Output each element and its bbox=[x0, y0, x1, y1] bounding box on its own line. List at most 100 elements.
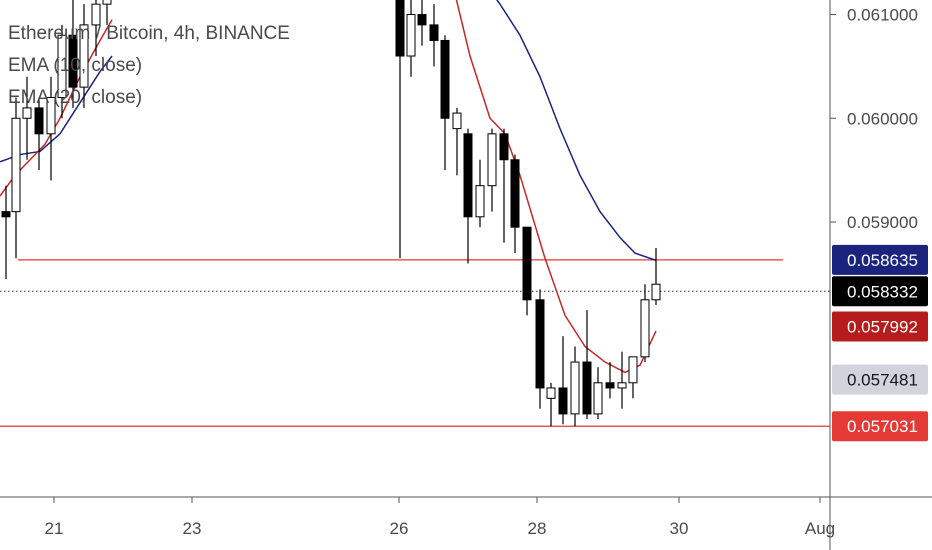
candle[interactable] bbox=[440, 35, 450, 171]
plot-area[interactable] bbox=[0, 0, 830, 427]
time-tick-label: 21 bbox=[45, 519, 64, 538]
candle[interactable] bbox=[57, 24, 67, 119]
candle[interactable] bbox=[593, 367, 603, 420]
ema-10-line bbox=[455, 0, 657, 374]
price-badge-bg bbox=[832, 244, 928, 275]
candle-body bbox=[440, 39, 450, 119]
chart-legend: Ethereum / Bitcoin, 4h, BINANCE EMA (10,… bbox=[8, 18, 290, 114]
time-tick-label: Aug bbox=[805, 519, 835, 538]
candle[interactable] bbox=[11, 97, 21, 259]
price-badge-label: 0.057481 bbox=[847, 371, 918, 390]
candle[interactable] bbox=[22, 76, 32, 160]
candle-body bbox=[535, 299, 545, 389]
price-tick-label: 0.060000 bbox=[847, 109, 918, 128]
price-badge-bg bbox=[832, 364, 928, 395]
candle[interactable] bbox=[651, 247, 661, 305]
candle[interactable] bbox=[487, 128, 497, 212]
price-axis[interactable]: 0.061000 0.060000 0.059000 0.058635 0.058332… bbox=[829, 0, 928, 550]
candle-body bbox=[406, 14, 416, 57]
candle-body bbox=[617, 382, 627, 389]
candle-body bbox=[558, 387, 568, 415]
candle-body bbox=[475, 185, 485, 218]
time-tick-label: 23 bbox=[183, 519, 202, 538]
candle-body bbox=[499, 133, 509, 161]
price-badge[interactable]: 0.058635 bbox=[832, 244, 928, 275]
candle[interactable] bbox=[558, 336, 568, 425]
candle[interactable] bbox=[46, 76, 56, 181]
ema-20-line bbox=[496, 0, 657, 262]
price-badge-bg bbox=[832, 276, 928, 307]
candle-body bbox=[487, 133, 497, 187]
price-badge[interactable]: 0.058332 bbox=[832, 276, 928, 307]
candle[interactable] bbox=[510, 154, 520, 254]
candle-body bbox=[463, 133, 473, 218]
candle[interactable] bbox=[546, 382, 556, 427]
candle[interactable] bbox=[102, 0, 112, 25]
candle[interactable] bbox=[570, 346, 580, 427]
candle[interactable] bbox=[640, 284, 650, 363]
candle-body bbox=[79, 24, 89, 88]
candle[interactable] bbox=[417, 0, 427, 46]
candle-body bbox=[68, 34, 78, 88]
candle[interactable] bbox=[1, 185, 11, 280]
candle-body bbox=[570, 361, 580, 415]
candle-body bbox=[429, 24, 439, 41]
candle[interactable] bbox=[628, 356, 638, 399]
candle[interactable] bbox=[429, 4, 439, 67]
candle-body bbox=[593, 382, 603, 415]
time-tick-label: 28 bbox=[528, 519, 547, 538]
candle[interactable] bbox=[91, 0, 101, 57]
price-badge[interactable]: 0.057031 bbox=[832, 411, 928, 442]
price-badge-bg bbox=[832, 411, 928, 442]
candle[interactable] bbox=[395, 0, 405, 259]
candle-body bbox=[57, 34, 67, 99]
candle-body bbox=[628, 356, 638, 384]
candle-body bbox=[651, 283, 661, 301]
time-axis[interactable]: 21 23 26 28 30 Aug bbox=[0, 496, 932, 538]
candle-body bbox=[510, 159, 520, 228]
candle[interactable] bbox=[79, 4, 89, 108]
price-tick-label: 0.061000 bbox=[847, 6, 918, 25]
price-badge[interactable]: 0.057481 bbox=[832, 364, 928, 395]
price-badge[interactable]: 0.057992 bbox=[832, 311, 928, 342]
price-badge-label: 0.058332 bbox=[847, 282, 918, 301]
price-badge-label: 0.057992 bbox=[847, 318, 918, 337]
candle-body bbox=[46, 97, 56, 135]
legend-ema-10[interactable]: EMA (10, close) bbox=[8, 55, 143, 76]
time-tick-label: 26 bbox=[390, 519, 409, 538]
candle-body bbox=[34, 107, 44, 135]
candle[interactable] bbox=[617, 351, 627, 409]
candle[interactable] bbox=[475, 159, 485, 228]
candle-body bbox=[605, 382, 615, 389]
candle-body bbox=[417, 14, 427, 26]
chart-title: Ethereum / Bitcoin, 4h, BINANCE bbox=[8, 23, 290, 44]
candle[interactable] bbox=[582, 310, 592, 420]
candle-body bbox=[91, 3, 101, 26]
candle[interactable] bbox=[34, 97, 44, 171]
price-badge-label: 0.057031 bbox=[847, 417, 918, 436]
candle-body bbox=[1, 211, 11, 218]
candle-body bbox=[22, 107, 32, 119]
candle[interactable] bbox=[406, 0, 416, 77]
candle[interactable] bbox=[605, 362, 615, 399]
price-badge-bg bbox=[832, 311, 928, 342]
candle-body bbox=[395, 0, 405, 57]
candle[interactable] bbox=[463, 128, 473, 264]
price-tick-label: 0.059000 bbox=[847, 213, 918, 232]
candle[interactable] bbox=[535, 289, 545, 409]
candle[interactable] bbox=[68, 0, 78, 108]
candle[interactable] bbox=[452, 107, 462, 176]
candle-body bbox=[522, 226, 532, 301]
candle-body bbox=[452, 112, 462, 130]
price-badge-label: 0.058635 bbox=[847, 251, 918, 270]
candle[interactable] bbox=[499, 128, 509, 243]
time-tick-label: 30 bbox=[670, 519, 689, 538]
candle-body bbox=[11, 117, 21, 213]
candle-body bbox=[640, 299, 650, 358]
candle-body bbox=[582, 361, 592, 415]
candle[interactable] bbox=[522, 226, 532, 316]
legend-ema-20[interactable]: EMA (20, close) bbox=[8, 87, 143, 108]
candle-body bbox=[546, 387, 556, 399]
candle-body bbox=[102, 0, 112, 5]
